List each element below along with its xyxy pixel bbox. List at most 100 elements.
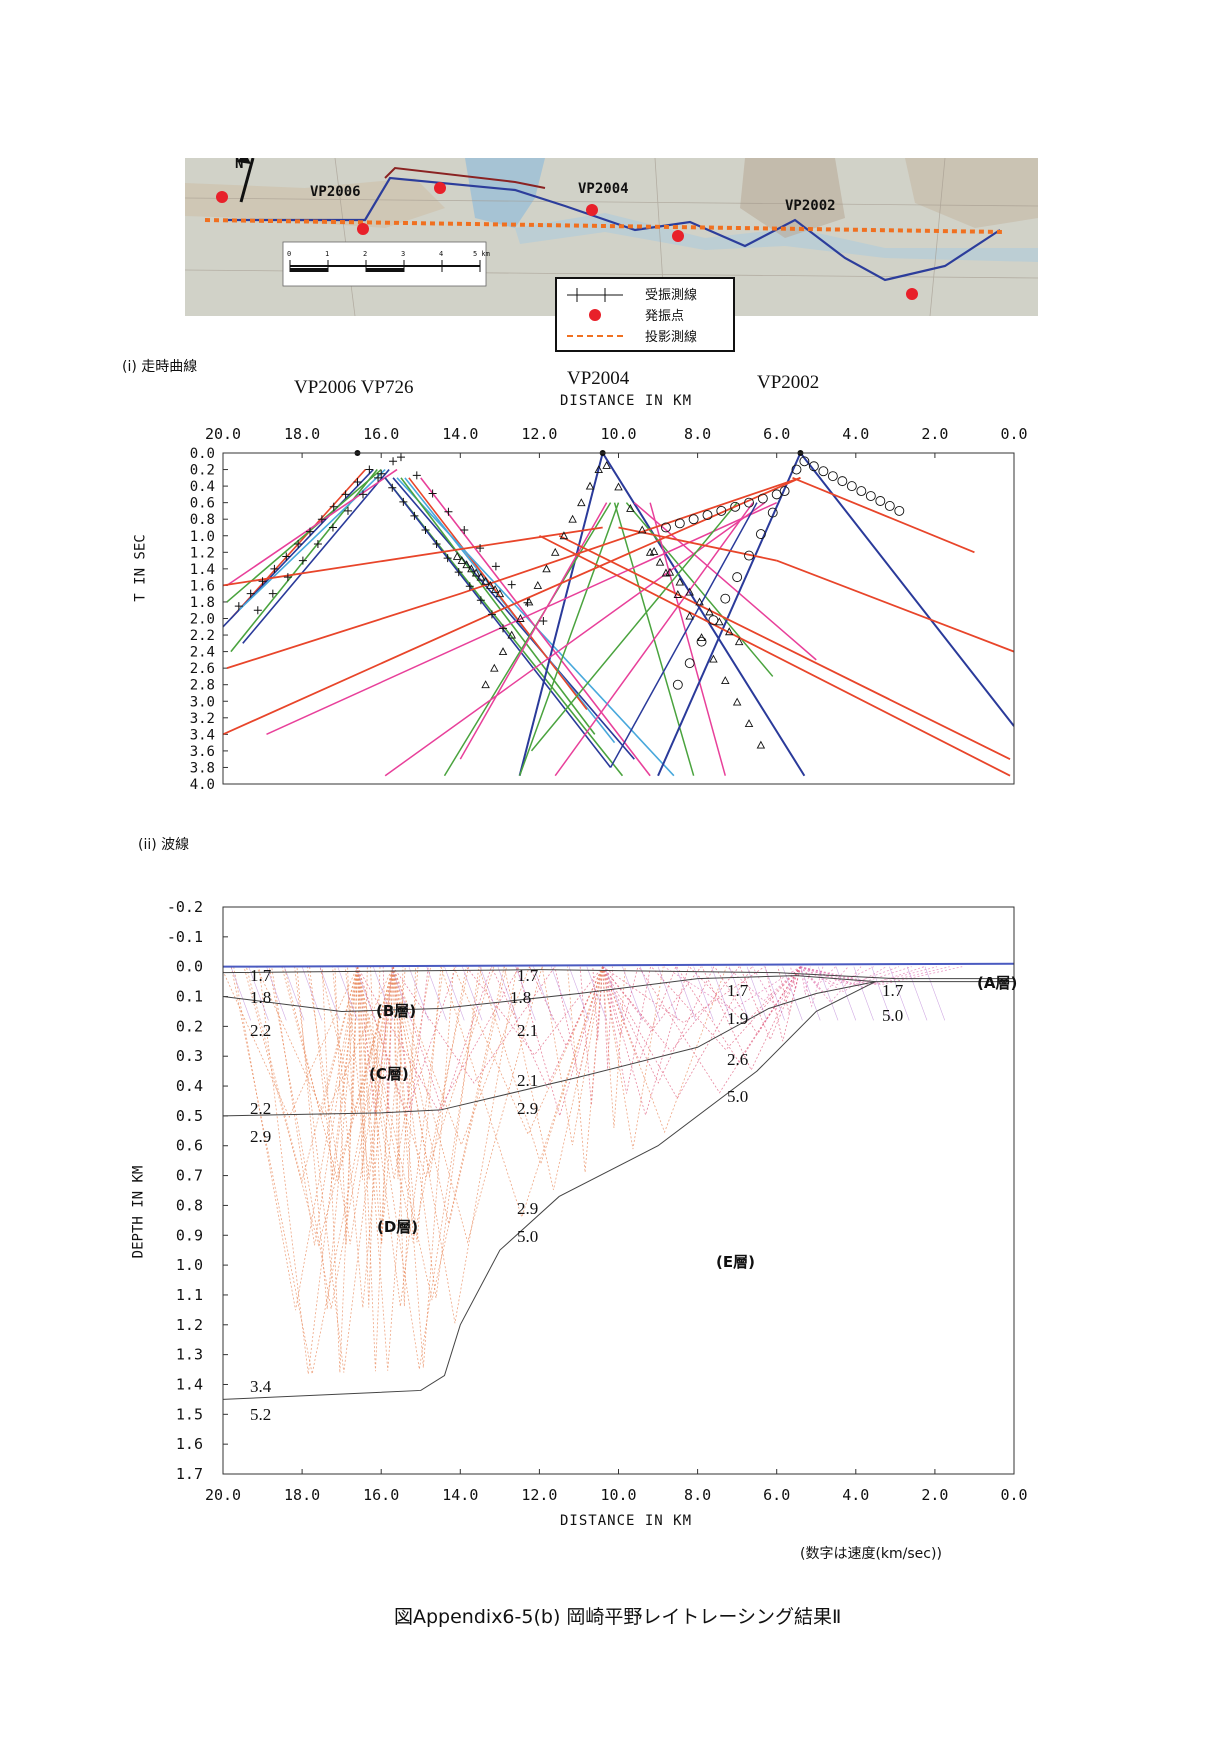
pick-plus [359,490,368,499]
panel2-label: (ii) 波線 [138,837,190,853]
pick-triangle [524,597,534,606]
pick-plus [491,562,500,571]
ray-path [497,966,518,1021]
ray-path [243,966,394,1247]
x-tick-label: 18.0 [284,425,320,443]
pick-circle [808,461,819,472]
ray-path [800,966,824,1008]
pick-triangle [709,654,718,663]
ray-path [230,966,251,1021]
velocity-label: 5.0 [517,1227,538,1246]
pick-circle [818,466,829,477]
ray-path [223,966,358,1119]
ray-path [357,966,507,1301]
ray-path [602,966,677,1063]
ray-path [479,966,501,1021]
y-tick-label: 3.8 [190,760,215,776]
travel-time-curve [601,453,806,777]
ray-path [461,966,483,1021]
y-tick-label: 2.4 [190,645,215,661]
pick-triangle [542,564,551,573]
pick-triangle [721,676,730,685]
y-tick-label: 1.3 [176,1346,203,1364]
ray-path [357,966,394,1372]
velocity-label: 2.2 [250,1021,271,1040]
y-tick-label: 0.8 [190,512,215,528]
y-tick-label: 1.2 [190,545,215,561]
y-tick-label: 1.4 [176,1375,203,1393]
y-tick-label: 1.0 [190,529,215,545]
pick-circle [732,572,743,583]
layer-label-e: (E層) [716,1253,755,1271]
ray-path [319,966,340,1021]
y-tick-label: 0.6 [190,496,215,512]
velocity-label: 1.8 [510,988,531,1007]
ray-path [319,966,394,1117]
velocity-label: 1.9 [727,1009,748,1028]
ray-path [392,966,442,1243]
pick-plus [298,556,307,565]
svg-text:2: 2 [363,250,367,258]
velocity-label: 5.0 [882,1006,903,1025]
pick-circle [672,679,683,690]
ray-path [347,966,358,1117]
pick-circle [708,615,719,626]
travel-time-curve [518,502,620,776]
pick-triangle [481,680,490,689]
travel-time-curve [238,468,386,611]
pick-circle [744,497,754,508]
map-vp-label: VP2002 [785,198,836,214]
ray-path [567,966,604,1173]
pick-triangle [467,564,476,573]
svg-text:5 km: 5 km [473,250,490,258]
ray-path [638,966,801,1094]
travel-time-curve [530,502,738,752]
map-vp-label: VP2006 [310,184,361,200]
ray-path [602,966,651,1094]
y-tick-label: 0.0 [176,958,203,976]
pick-circle [674,518,685,529]
pick-triangle [550,547,560,556]
pick-triangle [602,460,611,469]
pick-plus [343,506,352,515]
velocity-unit-note: (数字は速度(km/sec)) [800,1546,942,1562]
ray-path [256,966,394,1118]
velocity-label: 2.1 [517,1071,538,1090]
pick-plus [313,540,322,549]
pick-plus [270,564,279,573]
velocity-label: 2.6 [727,1050,748,1069]
ray-path [689,966,801,1025]
pick-triangle [568,514,577,523]
ray-path [382,966,394,1116]
ray-path [602,966,689,1117]
pick-triangle [594,465,603,473]
refraction-curve [538,534,1011,777]
pick-triangle [457,556,467,565]
x-tick-label: 12.0 [521,1486,557,1504]
refraction-curve [792,476,975,554]
x-tick-label: 4.0 [842,1486,869,1504]
ray-path [444,966,465,1021]
receiver-line [225,176,1001,282]
ray-path [639,966,661,1021]
pick-plus [523,598,532,607]
pick-plus [454,568,463,577]
pick-triangle [498,647,508,656]
pick-triangle [695,597,704,606]
y-tick-label: 0.4 [176,1077,203,1095]
pick-triangle [585,481,595,490]
ray-path [714,966,801,1035]
layer-boundary [223,981,876,1400]
panel1-xlabel: DISTANCE IN KM [560,393,693,409]
pick-circle [720,593,731,604]
map-legend: 受振測線 発振点 投影測線 [555,277,735,352]
x-tick-label: 16.0 [363,1486,399,1504]
pick-plus [421,525,430,534]
x-tick-label: 8.0 [684,425,711,443]
ray-path [392,966,543,1244]
pick-circle [875,496,886,506]
ray-path [924,966,946,1021]
ray-path [728,966,750,1021]
ray-path [392,966,518,1324]
pick-plus [499,624,508,633]
